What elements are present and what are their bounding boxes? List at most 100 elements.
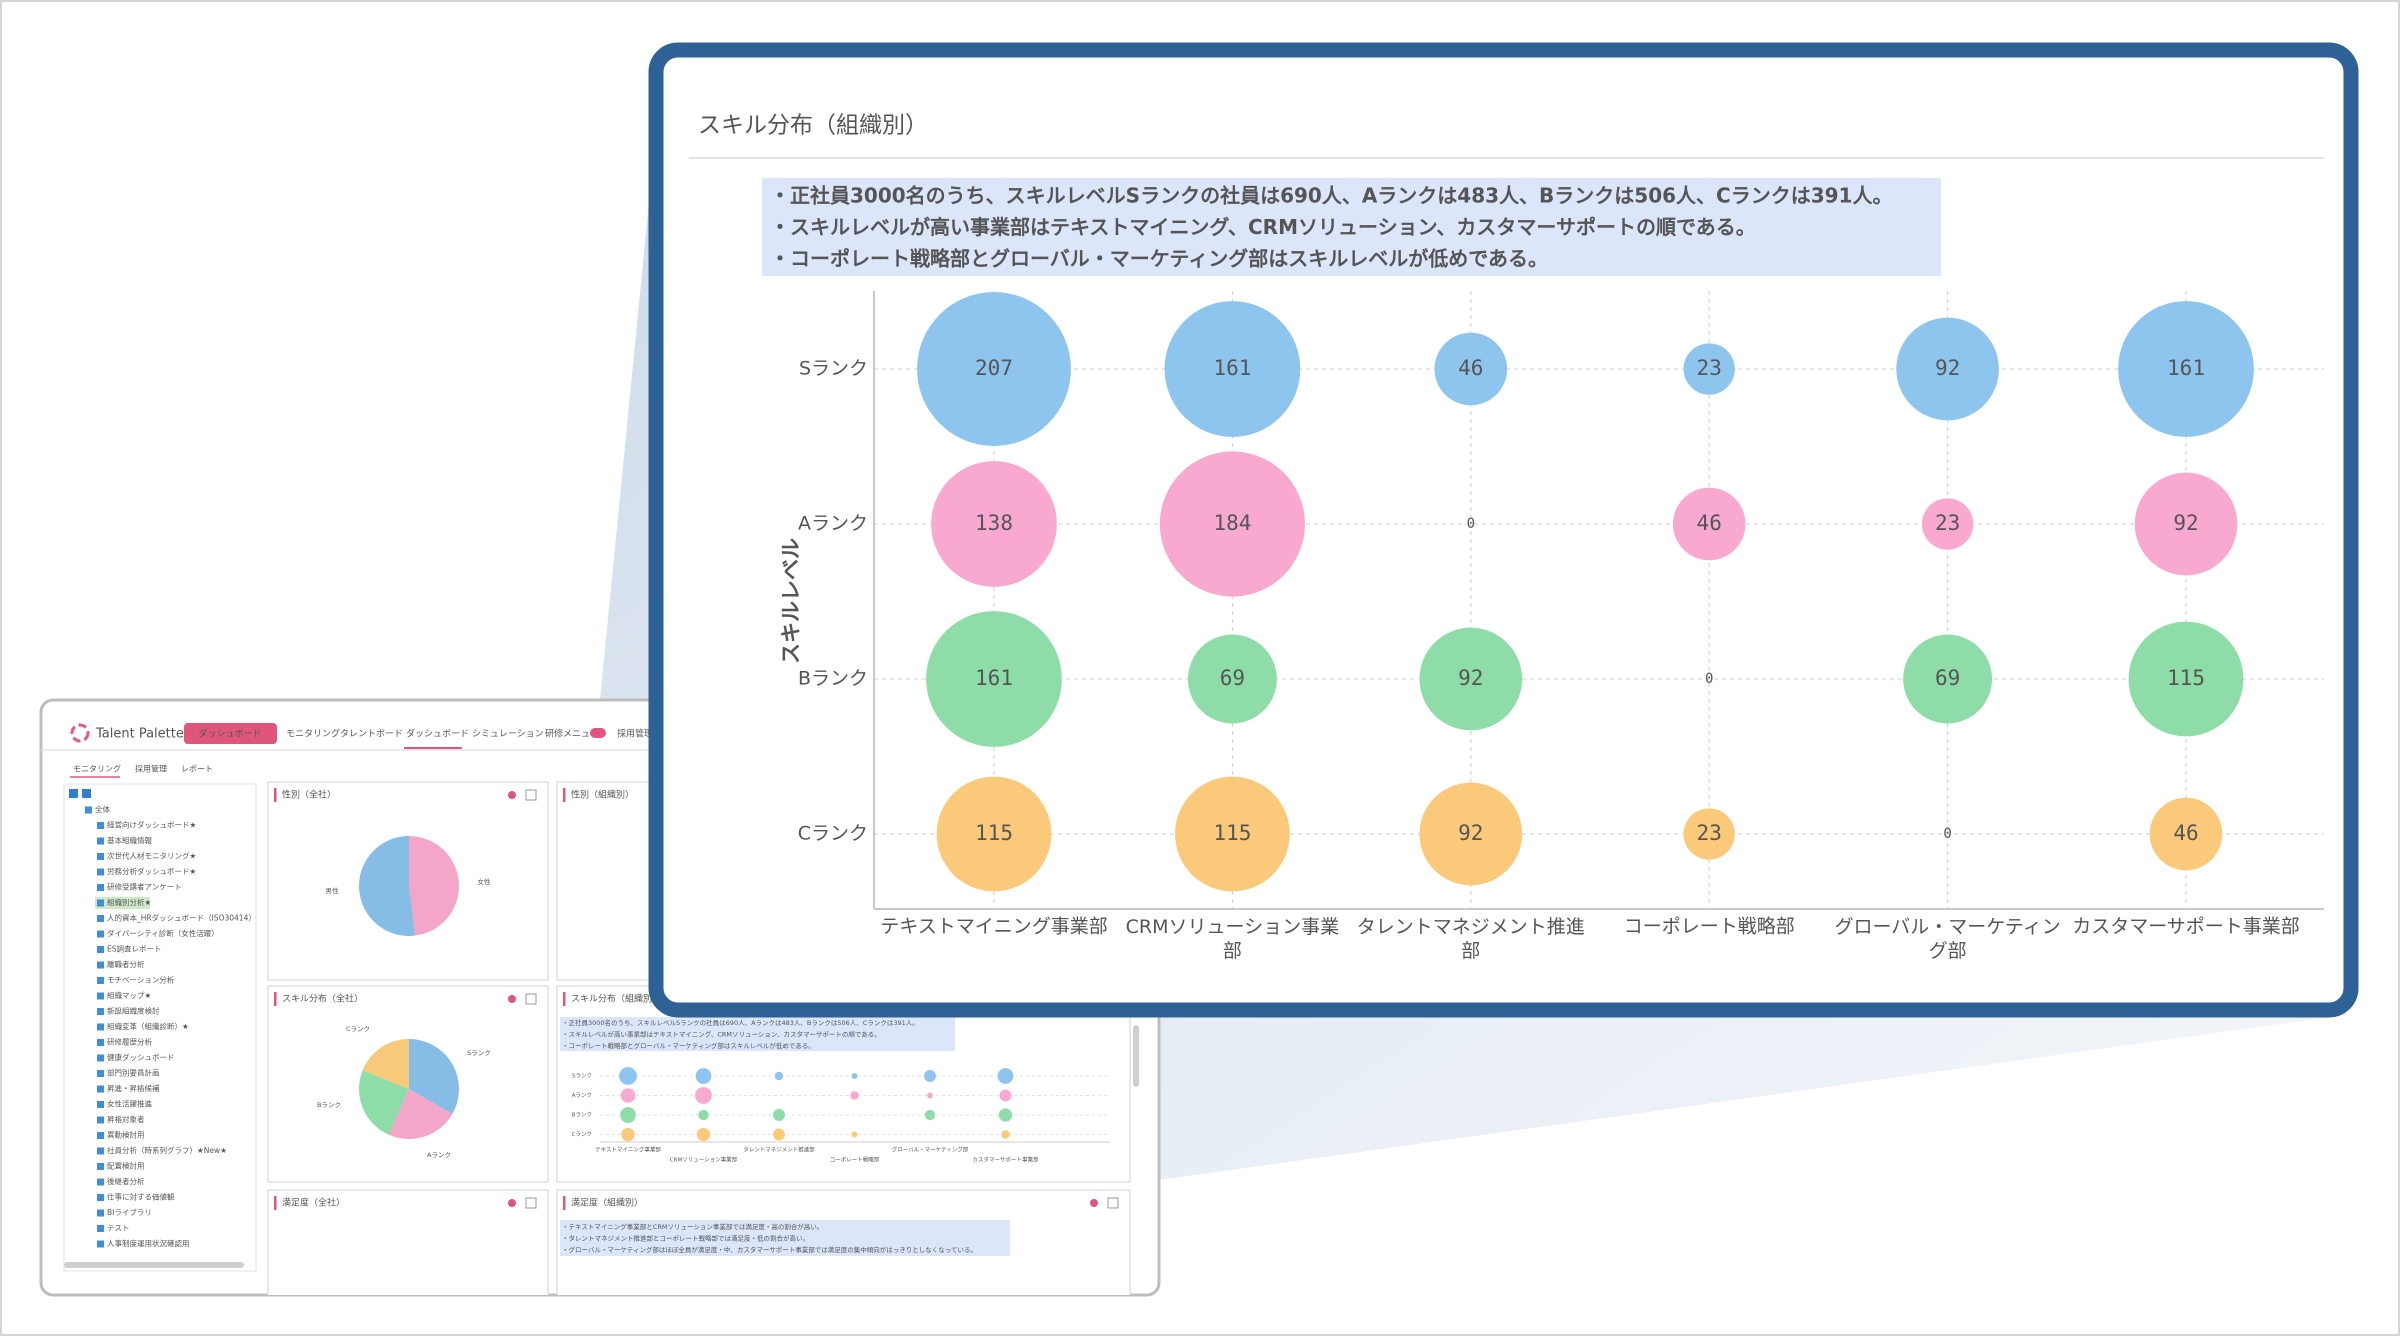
tree-item: 経営向けダッシュボード★ — [107, 820, 196, 830]
tree-item: 人的資本_HRダッシュボード（ISO30414） — [107, 913, 256, 923]
data-label: 23 — [1697, 821, 1722, 845]
x-tick-label-line: グ部 — [1929, 940, 1967, 962]
data-label: 0 — [1467, 516, 1475, 532]
bubble — [2134, 472, 2238, 576]
zoom-border — [648, 42, 2359, 1018]
folder-icon — [97, 915, 104, 922]
folder-icon — [97, 1023, 104, 1031]
mini-bubble — [621, 1127, 635, 1142]
x-tick-label: CRMソリューション事業部 — [1126, 916, 1339, 962]
data-label: 69 — [1935, 666, 1960, 690]
bubble — [2149, 797, 2223, 871]
menu-button: ダッシュボード — [198, 728, 261, 740]
mini-x-label: グローバル・マーケティング部 — [892, 1146, 969, 1154]
mini-bubble — [620, 1088, 636, 1103]
data-label: 184 — [1213, 511, 1251, 535]
bubble — [1896, 317, 1999, 421]
tree-icon — [69, 789, 78, 798]
mini-x-label: テキストマイニング事業部 — [595, 1146, 661, 1154]
mini-bubble — [698, 1109, 709, 1121]
x-tick-label-line: 部 — [1461, 940, 1480, 962]
bubble — [1683, 808, 1735, 860]
tree-item: 組織マップ★ — [107, 990, 151, 1000]
mini-bubble — [774, 1071, 784, 1081]
pie-slice — [362, 1039, 409, 1089]
data-label: 92 — [2173, 511, 2198, 535]
folder-icon — [97, 1008, 104, 1015]
mini-bubble — [695, 1087, 712, 1104]
tree-item: 新設組織度検討 — [107, 1006, 160, 1016]
data-label: 46 — [2173, 821, 2198, 845]
panel-icon — [508, 1199, 516, 1207]
logo: Talent Palette — [95, 727, 184, 742]
tree-item: 基本組織情報 — [107, 835, 152, 845]
nav-item: ダッシュボード — [406, 728, 469, 740]
data-label: 115 — [1213, 821, 1251, 845]
x-tick-label: カスタマーサポート事業部 — [2072, 916, 2300, 938]
sat-note: ・テキストマイニング事業部とCRMソリューション事業部では満足度・高の割合が高い… — [562, 1222, 823, 1231]
panel-title: 満足度（全社） — [282, 1197, 345, 1209]
tree-item: 健康ダッシュボード — [107, 1052, 175, 1062]
sidebar-scroll — [64, 1262, 244, 1268]
folder-icon — [97, 1085, 104, 1093]
data-label: 138 — [975, 511, 1013, 535]
tree-item: 研修受講者アンケート — [107, 882, 182, 892]
folder-icon — [97, 946, 104, 953]
tree-item: 次世代人材モニタリング★ — [107, 851, 196, 861]
bubble — [917, 292, 1071, 446]
mini-bubble — [924, 1070, 936, 1082]
nav-item: モニタリング — [286, 728, 340, 740]
tree-item: ダイバーシティ診断（女性活躍） — [107, 928, 219, 938]
bubble — [1175, 776, 1290, 892]
chart-title: スキル分布（組織別） — [698, 113, 928, 139]
bubble — [1903, 634, 1993, 724]
tree-item: 社員分析（時系列グラフ）★New★ — [107, 1145, 227, 1155]
folder-icon — [97, 1101, 104, 1108]
bubble — [2118, 301, 2254, 437]
pie-label: 女性 — [478, 877, 492, 886]
panel-title: 性別（組織別） — [571, 789, 634, 801]
mini-bubble — [695, 1068, 712, 1084]
folder-icon — [97, 884, 104, 891]
bubble — [936, 776, 1052, 892]
x-tick-label: グローバル・マーケティング部 — [1834, 916, 2060, 962]
nav-item: 採用管理 — [617, 728, 653, 740]
bubble — [1434, 332, 1508, 406]
mini-row-label: Cランク — [572, 1131, 592, 1138]
tree-item: 組織変革（組織診断）★ — [107, 1021, 189, 1031]
panel-title: 性別（全社） — [282, 789, 336, 801]
folder-icon — [97, 1054, 104, 1062]
panel-icon — [508, 995, 516, 1003]
tree-item: モチベーション分析 — [107, 975, 175, 985]
panel-title-bar — [274, 992, 277, 1006]
data-label: 161 — [2167, 356, 2205, 380]
pie-label: Bランク — [317, 1101, 341, 1109]
x-tick-label-line: 部 — [1223, 940, 1242, 962]
tree-item: 研修履歴分析 — [107, 1037, 152, 1047]
logo-icon — [70, 723, 90, 743]
data-label: 161 — [1213, 356, 1251, 380]
tree-item: 異動検討用 — [107, 1130, 145, 1140]
tree-item: 部門別要員計画 — [107, 1068, 160, 1078]
tree-item: 労務分析ダッシュボード★ — [107, 866, 196, 876]
bubble — [1672, 487, 1746, 561]
folder-icon — [97, 853, 104, 860]
folder-icon — [97, 868, 104, 876]
bubble — [931, 461, 1057, 587]
y-tick-label: Aランク — [798, 513, 868, 535]
x-tick-label-line: CRMソリューション事業 — [1126, 916, 1339, 938]
mini-row-label: Aランク — [572, 1092, 592, 1099]
mini-bubble — [773, 1128, 785, 1141]
mini-bubble — [773, 1109, 785, 1121]
data-label: 0 — [1943, 826, 1951, 842]
panel-expand — [525, 789, 537, 801]
pie-label: Sランク — [467, 1049, 491, 1057]
pie-label: Aランク — [427, 1151, 451, 1159]
panel-title: スキル分布（組織別） — [571, 993, 661, 1005]
note: ・スキルレベルが高い事業部はテキストマイニング、CRMソリューション、カスタマー… — [770, 215, 1756, 239]
panel-expand — [525, 1197, 537, 1209]
folder-icon — [97, 1194, 104, 1201]
bubble — [1419, 782, 1523, 886]
panel-title: 満足度（組織別） — [571, 1197, 643, 1209]
